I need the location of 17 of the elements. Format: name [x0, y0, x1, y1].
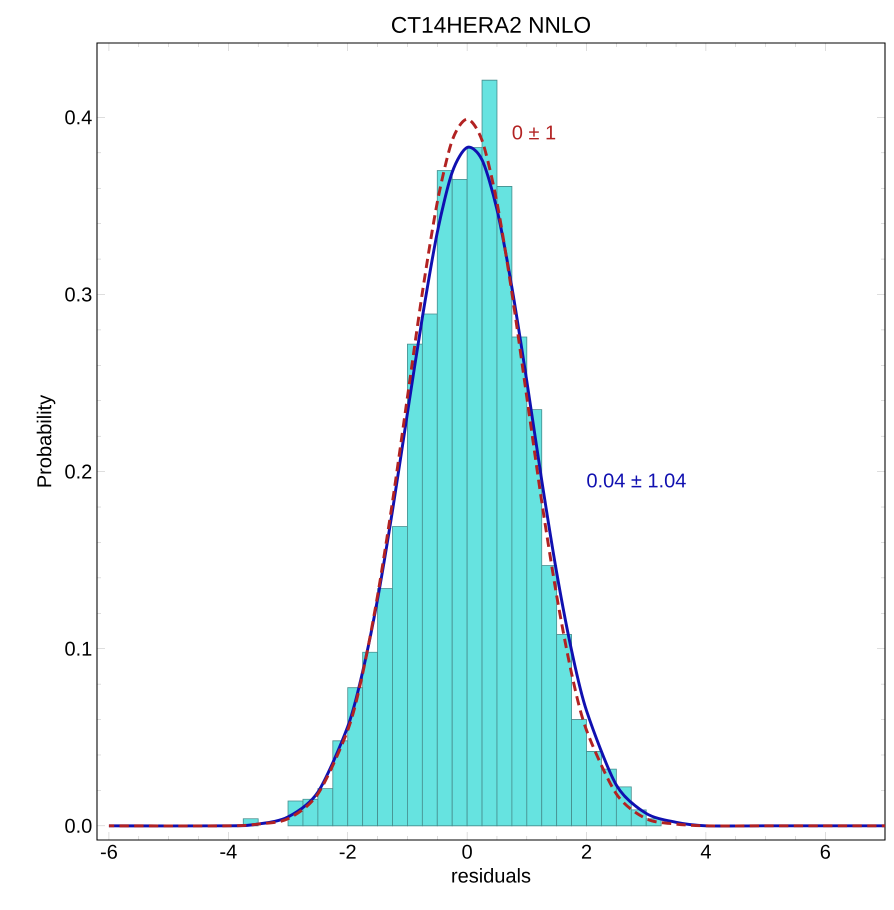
y-tick-label: 0.3: [65, 287, 92, 302]
chart-title: CT14HERA2 NNLO: [392, 16, 590, 33]
y-tick-label: 0.0: [65, 818, 92, 833]
text: 0.04 ± 1.04: [587, 473, 686, 488]
y-tick-label: 0.1: [65, 642, 92, 656]
x-tick-label: 6: [820, 844, 830, 859]
y-tick-label: 0.4: [65, 110, 92, 124]
y-axis-title: Probability: [36, 394, 56, 487]
x-tick-label: 0: [462, 844, 472, 859]
x-axis-title: residuals: [452, 868, 530, 883]
series-label: 0 ± 1: [512, 125, 556, 140]
x-tick-label: -2: [340, 844, 356, 859]
x-tick-label: -4: [220, 844, 237, 858]
x-tick-label: 2: [582, 844, 592, 859]
y-tick-label: 0.2: [65, 464, 92, 479]
x-tick-label: 4: [700, 844, 711, 858]
x-tick-label: -6: [100, 844, 117, 859]
